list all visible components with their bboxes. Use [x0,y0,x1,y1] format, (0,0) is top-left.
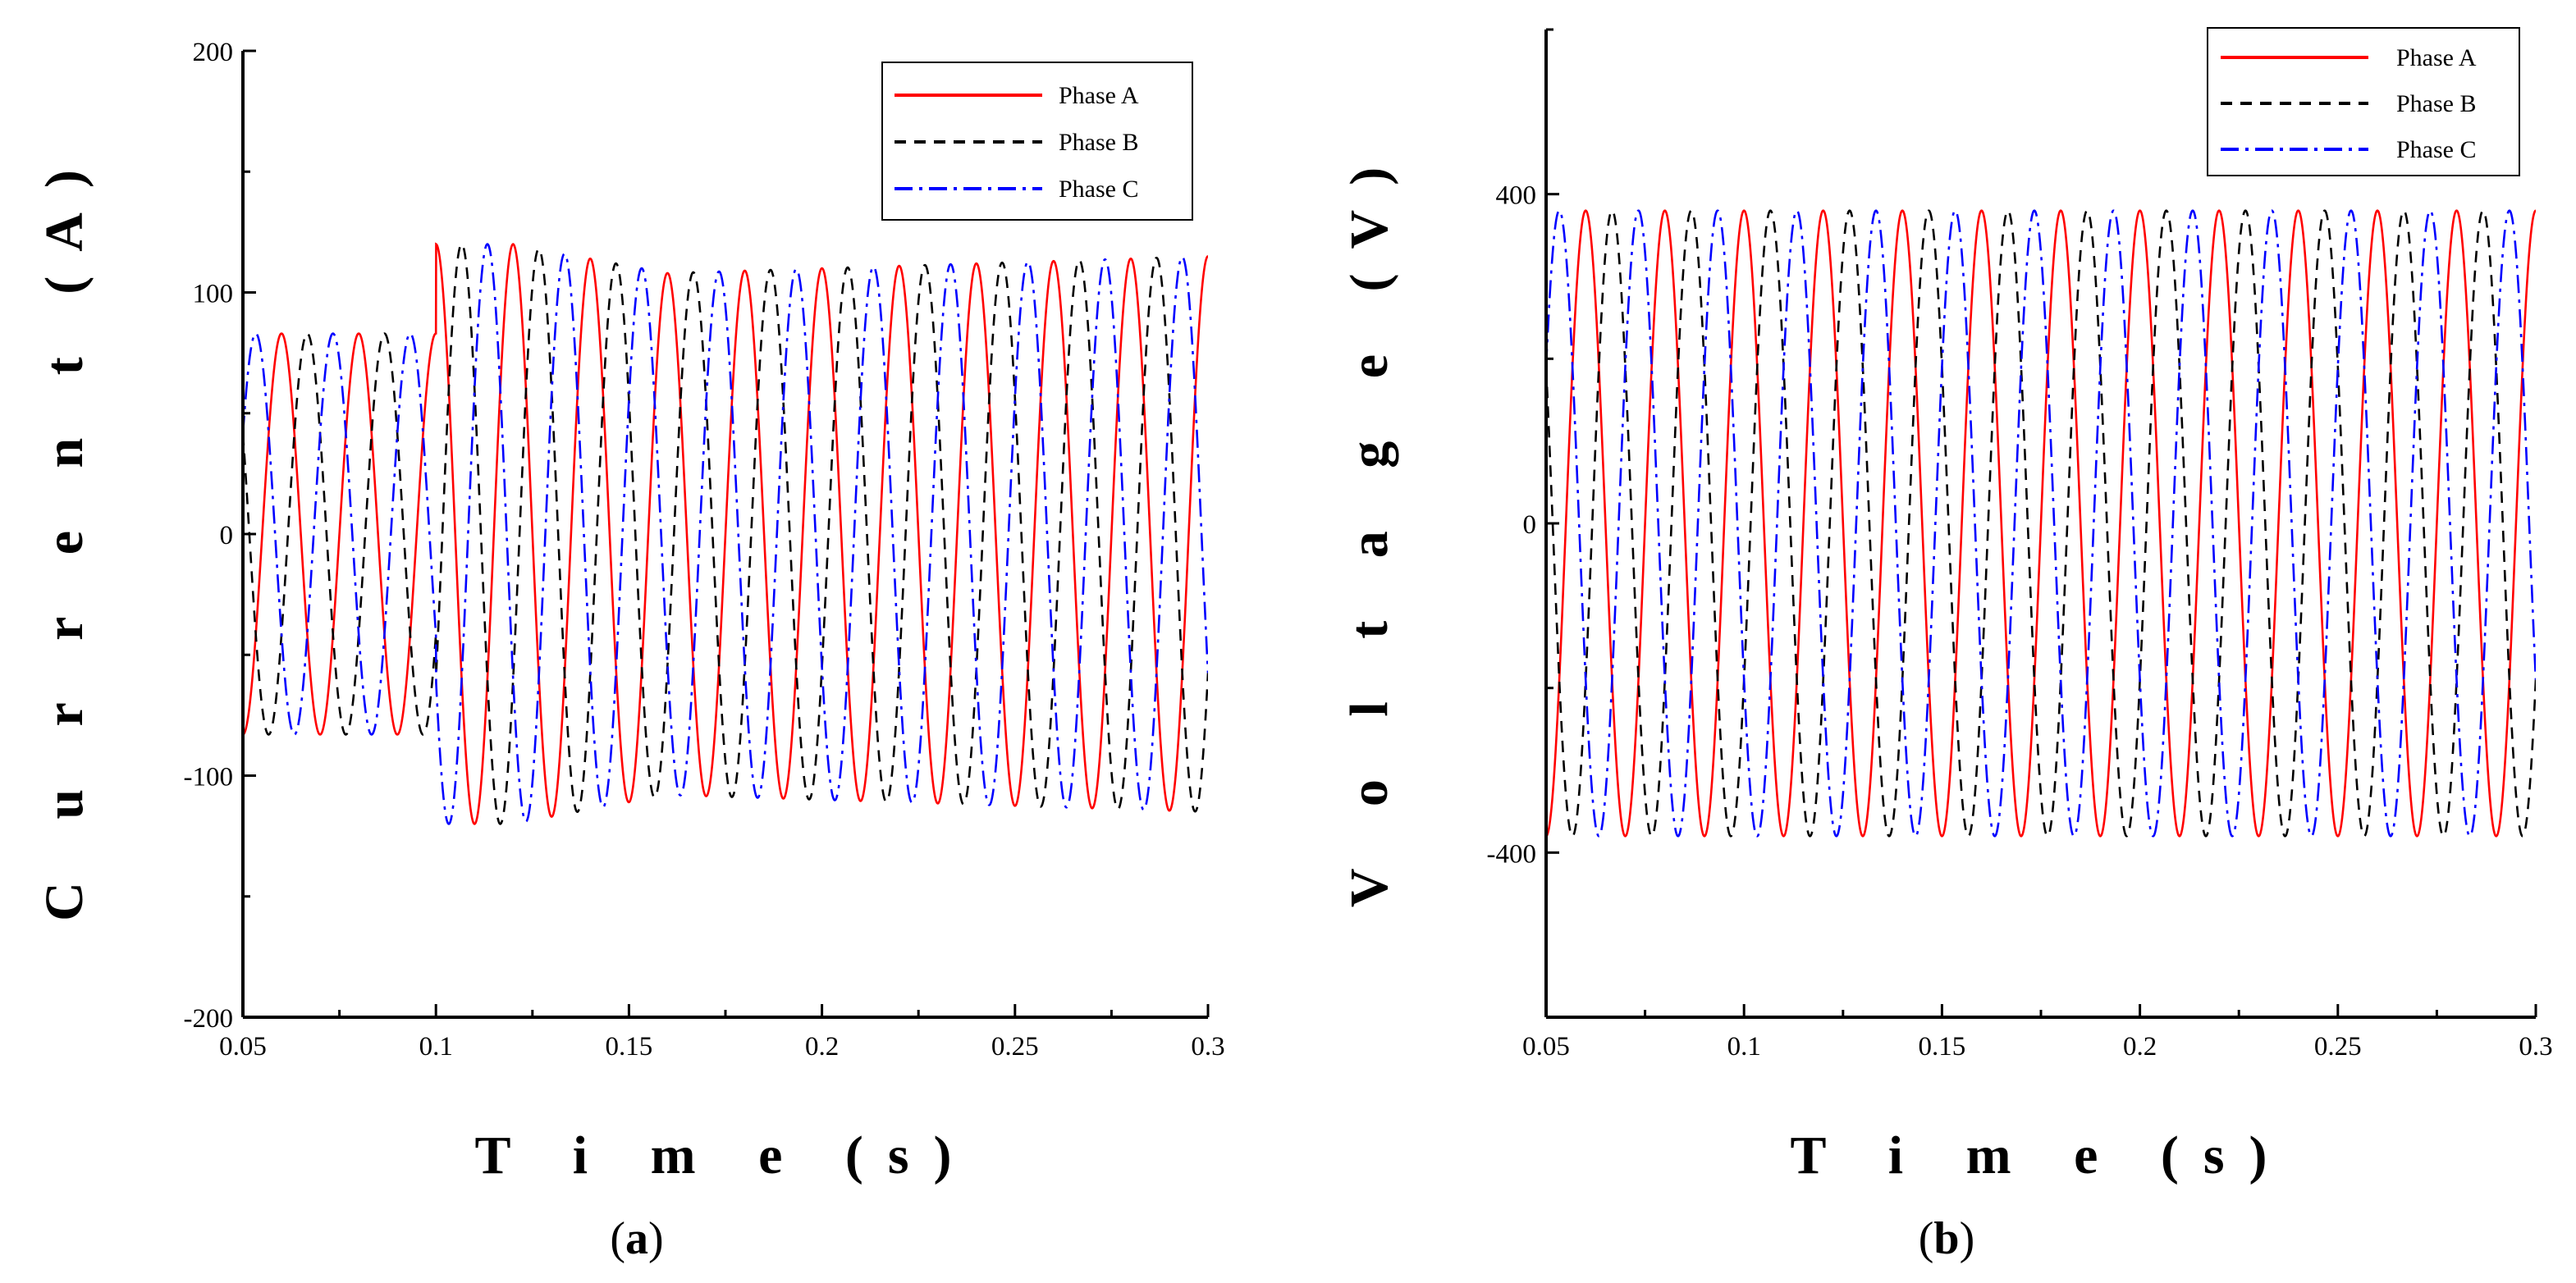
series-layer-a [243,242,1208,825]
x-tick-label: 0.25 [991,1032,1039,1062]
legend-label-phase-b: Phase B [1059,129,1139,156]
x-tick-label: 0.1 [1727,1032,1761,1062]
legend-a: Phase A Phase B Phase C [881,62,1193,221]
series-line-phase-b [1546,209,2536,838]
y-tick-label: -200 [184,1004,234,1034]
series-layer-b [1546,209,2536,838]
x-axis-title: T i m e (s) [1790,1125,2291,1185]
series-line-phase-c [1546,209,2536,838]
y-tick-label: -400 [1487,839,1537,869]
x-tick-label: 0.25 [2314,1032,2362,1062]
legend-label-phase-a: Phase A [1059,82,1139,109]
y-tick-label: 0 [1523,510,1537,540]
x-tick-label: 0.15 [606,1032,653,1062]
legend-b: Phase A Phase B Phase C [2207,27,2520,176]
series-line-phase-b [243,243,1208,825]
x-tick-label: 0.05 [1522,1032,1570,1062]
x-tick-label: 0.2 [2123,1032,2157,1062]
ticks-b: 0.05 0.1 0.15 0.2 0.25 0.3 400 0 -400 [1487,28,2553,1062]
series-line-phase-a [243,242,1208,825]
y-tick-label: 100 [193,280,234,309]
panel-label-b: (b) [1919,1213,1974,1264]
y-tick-label: -100 [184,763,234,792]
y-axis-title: C u r r e n t (A) [34,145,94,921]
x-tick-label: 0.1 [419,1032,453,1062]
legend-label-phase-a: Phase A [2396,44,2477,71]
x-tick-label: 0.05 [219,1032,267,1062]
series-line-phase-a [1546,209,2536,838]
y-axis-title: V o l t a g e (V) [1339,143,1399,907]
legend-label-phase-c: Phase C [1059,176,1139,203]
y-tick-label: 200 [193,38,234,67]
y-tick-label: 400 [1496,181,1537,211]
series-line-phase-c [243,243,1208,825]
legend-label-phase-c: Phase C [2396,136,2477,163]
x-tick-label: 0.3 [1191,1032,1224,1062]
x-tick-label: 0.3 [2519,1032,2552,1062]
x-tick-label: 0.2 [805,1032,839,1062]
panel-b: 0.05 0.1 0.15 0.2 0.25 0.3 400 0 -400 V o l t a … [1339,27,2553,1264]
legend-label-phase-b: Phase B [2396,90,2477,117]
x-axis-title: T i m e (s) [474,1125,976,1185]
ticks-a: 0.05 0.1 0.15 0.2 0.25 0.3 200 100 0 -100 -200 [184,38,1225,1062]
panel-a: 0.05 0.1 0.15 0.2 0.25 0.3 200 100 0 -100 -200 C u… [34,38,1225,1264]
panel-label-a: (a) [610,1213,663,1264]
x-tick-label: 0.15 [1919,1032,1966,1062]
y-tick-label: 0 [220,521,234,550]
